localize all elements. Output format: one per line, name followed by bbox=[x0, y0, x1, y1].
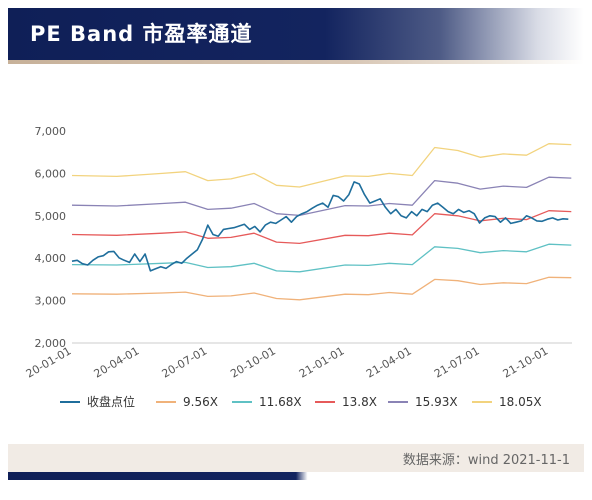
legend-label-2: 11.68X bbox=[259, 395, 302, 409]
x-tick-label: 21-01-01 bbox=[297, 344, 347, 380]
footer-band: 数据来源：wind 2021-11-1 bbox=[8, 444, 584, 472]
series-line-4 bbox=[71, 176, 572, 217]
y-axis: 2,000 3,000 4,000 5,000 6,000 7,000 bbox=[35, 125, 67, 350]
legend-label-4: 15.93X bbox=[415, 395, 458, 409]
header-divider bbox=[8, 60, 584, 64]
footer-bar bbox=[8, 472, 584, 480]
x-tick-label: 20-04-01 bbox=[92, 344, 142, 380]
series-line-1 bbox=[71, 276, 572, 301]
x-tick-label: 21-07-01 bbox=[432, 344, 482, 380]
y-tick-label: 2,000 bbox=[35, 337, 67, 350]
y-tick-label: 4,000 bbox=[35, 252, 67, 265]
series-line-0 bbox=[71, 181, 569, 272]
y-tick-label: 7,000 bbox=[35, 125, 67, 138]
series-line-2 bbox=[71, 243, 572, 273]
legend-label-0: 收盘点位 bbox=[87, 394, 135, 409]
x-tick-label: 20-07-01 bbox=[160, 344, 210, 380]
x-tick-label: 21-10-01 bbox=[501, 344, 551, 380]
legend-label-1: 9.56X bbox=[183, 395, 218, 409]
x-tick-label: 20-10-01 bbox=[228, 344, 278, 380]
header-band: PE Band 市盈率通道 bbox=[8, 8, 584, 60]
legend: 收盘点位 9.56X 11.68X 13.8X 15.93X 18.05X bbox=[60, 394, 542, 409]
legend-label-5: 18.05X bbox=[499, 395, 542, 409]
y-tick-label: 6,000 bbox=[35, 167, 67, 180]
series-group bbox=[71, 143, 572, 301]
source-note: 数据来源：wind 2021-11-1 bbox=[402, 453, 570, 468]
series-line-5 bbox=[71, 143, 572, 188]
series-line-3 bbox=[71, 210, 572, 245]
x-axis: 20-01-01 20-04-01 20-07-01 20-10-01 21-01-01… bbox=[24, 344, 551, 380]
page-title: PE Band 市盈率通道 bbox=[30, 22, 253, 46]
y-tick-label: 3,000 bbox=[35, 295, 67, 308]
y-tick-label: 5,000 bbox=[35, 210, 67, 223]
x-tick-label: 21-04-01 bbox=[364, 344, 414, 380]
legend-label-3: 13.8X bbox=[342, 395, 377, 409]
